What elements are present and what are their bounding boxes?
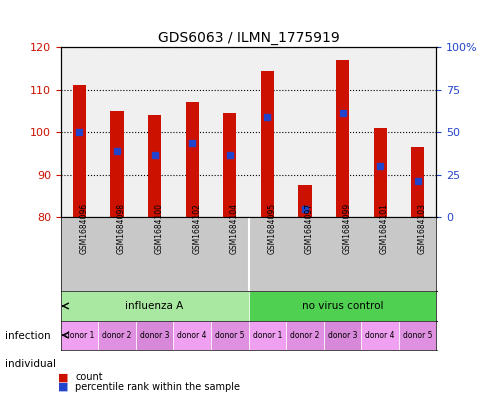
FancyBboxPatch shape [323,321,361,350]
Bar [185,102,198,217]
Title: GDS6063 / ILMN_1775919: GDS6063 / ILMN_1775919 [157,31,339,45]
Bar [223,113,236,217]
Bar [73,85,86,217]
Text: percentile rank within the sample: percentile rank within the sample [75,382,240,392]
Text: GSM1684104: GSM1684104 [229,203,238,254]
FancyBboxPatch shape [286,321,323,350]
Bar [148,115,161,217]
Text: GSM1684103: GSM1684103 [417,203,426,254]
Text: donor 3: donor 3 [139,331,169,340]
FancyBboxPatch shape [211,321,248,350]
Text: GSM1684097: GSM1684097 [304,203,313,254]
FancyBboxPatch shape [398,321,436,350]
Text: GSM1684102: GSM1684102 [192,203,201,253]
FancyBboxPatch shape [248,291,436,321]
Text: donor 4: donor 4 [177,331,207,340]
FancyBboxPatch shape [60,291,248,321]
Text: GSM1684096: GSM1684096 [79,203,88,254]
Bar [410,147,424,217]
Text: donor 5: donor 5 [214,331,244,340]
Text: donor 2: donor 2 [102,331,132,340]
Text: donor 2: donor 2 [289,331,319,340]
Text: GSM1684095: GSM1684095 [267,203,276,254]
FancyBboxPatch shape [361,321,398,350]
FancyBboxPatch shape [173,321,211,350]
Text: count: count [75,372,103,382]
Bar [298,185,311,217]
Text: donor 3: donor 3 [327,331,357,340]
Text: donor 1: donor 1 [252,331,282,340]
Text: influenza A: influenza A [125,301,183,311]
Text: GSM1684099: GSM1684099 [342,203,351,254]
Text: donor 4: donor 4 [364,331,394,340]
FancyBboxPatch shape [98,321,136,350]
Text: individual: individual [5,358,56,369]
Text: GSM1684100: GSM1684100 [154,203,163,254]
Text: donor 1: donor 1 [64,331,94,340]
Bar [373,128,386,217]
Text: GSM1684098: GSM1684098 [117,203,126,254]
Text: GSM1684101: GSM1684101 [379,203,388,253]
Bar [260,70,273,217]
Text: ■: ■ [58,372,69,382]
FancyBboxPatch shape [60,321,98,350]
Bar [335,60,348,217]
Text: donor 5: donor 5 [402,331,432,340]
Text: ■: ■ [58,382,69,392]
Bar [110,111,123,217]
FancyBboxPatch shape [136,321,173,350]
Text: infection: infection [5,331,50,341]
Text: no virus control: no virus control [301,301,382,311]
FancyBboxPatch shape [248,321,286,350]
